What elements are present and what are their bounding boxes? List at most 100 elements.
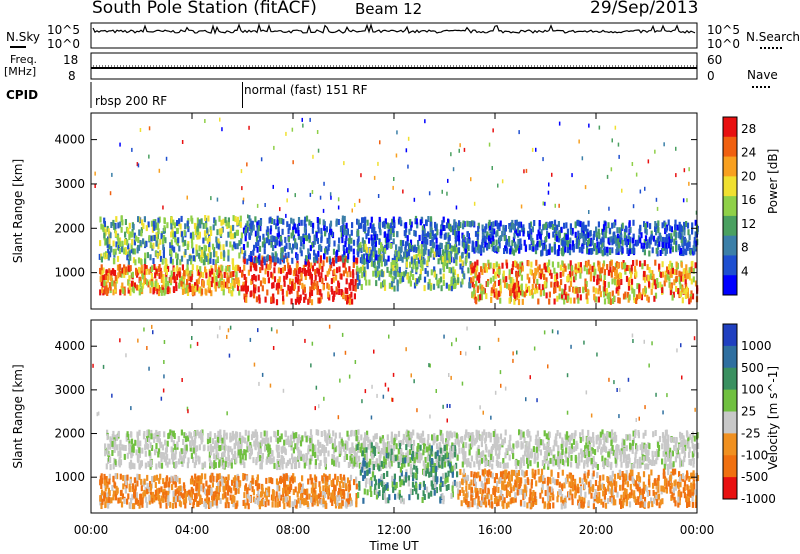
scatter-cell bbox=[289, 278, 292, 285]
scatter-cell bbox=[542, 201, 544, 206]
scatter-cell bbox=[428, 449, 431, 456]
scatter-cell bbox=[536, 278, 539, 285]
scatter-cell bbox=[138, 266, 141, 273]
scatter-cell bbox=[322, 284, 325, 291]
scatter-cell bbox=[508, 269, 511, 276]
scatter-cell bbox=[233, 279, 236, 286]
scatter-cell bbox=[273, 260, 276, 267]
scatter-cell bbox=[119, 241, 122, 248]
scatter-cell bbox=[639, 462, 642, 469]
scatter-cell bbox=[559, 264, 562, 271]
scatter-cell bbox=[393, 285, 396, 292]
scatter-cell bbox=[513, 291, 516, 298]
scatter-cell bbox=[407, 430, 410, 437]
scatter-cell bbox=[358, 198, 361, 203]
scatter-cell bbox=[151, 226, 154, 233]
scatter-cell bbox=[219, 460, 222, 467]
scatter-cell bbox=[322, 260, 325, 267]
scatter-cell bbox=[377, 258, 380, 265]
scatter-cell bbox=[413, 230, 416, 236]
scatter-cell bbox=[272, 282, 275, 289]
scatter-cell bbox=[370, 254, 373, 261]
scatter-cell bbox=[498, 235, 501, 242]
scatter-cell bbox=[515, 275, 518, 282]
scatter-cell bbox=[186, 267, 189, 274]
scatter-cell bbox=[214, 462, 217, 469]
scatter-cell bbox=[174, 448, 177, 455]
scatter-cell bbox=[224, 461, 227, 468]
scatter-cell bbox=[304, 216, 307, 223]
scatter-cell bbox=[409, 436, 413, 443]
scatter-cell bbox=[155, 240, 158, 247]
scatter-cell bbox=[311, 265, 315, 272]
scatter-cell bbox=[576, 219, 579, 226]
scatter-cell bbox=[244, 454, 247, 461]
scatter-cell bbox=[168, 287, 171, 294]
scatter-cell bbox=[280, 253, 283, 259]
scatter-cell bbox=[495, 231, 498, 238]
scatter-cell bbox=[582, 435, 585, 442]
scatter-cell bbox=[638, 284, 641, 291]
scatter-cell bbox=[481, 434, 484, 441]
scatter-cell bbox=[667, 242, 670, 249]
scatter-cell bbox=[222, 218, 225, 225]
scatter-cell bbox=[123, 264, 126, 271]
scatter-cell bbox=[553, 267, 556, 274]
scatter-cell bbox=[230, 271, 233, 278]
scatter-cell bbox=[184, 287, 187, 294]
scatter-cell bbox=[198, 431, 201, 438]
scatter-cell bbox=[238, 252, 241, 259]
scatter-cell bbox=[447, 440, 450, 446]
scatter-cell bbox=[512, 443, 515, 450]
scatter-cell bbox=[150, 235, 153, 242]
scatter-cell bbox=[610, 437, 613, 444]
scatter-cell bbox=[458, 239, 461, 246]
scatter-cell bbox=[234, 243, 237, 250]
scatter-cell bbox=[473, 283, 476, 290]
scatter-cell bbox=[413, 197, 416, 202]
scatter-cell bbox=[356, 265, 359, 272]
scatter-cell bbox=[461, 267, 464, 274]
scatter-cell bbox=[649, 236, 652, 243]
scatter-cell bbox=[323, 253, 326, 260]
scatter-cell bbox=[103, 232, 106, 239]
scatter-cell bbox=[182, 273, 185, 280]
scatter-cell bbox=[374, 266, 377, 273]
scatter-cell bbox=[592, 234, 595, 240]
scatter-cell bbox=[464, 244, 467, 251]
scatter-cell bbox=[257, 451, 260, 458]
scatter-cell bbox=[127, 243, 130, 250]
scatter-cell bbox=[118, 459, 121, 466]
scatter-cell bbox=[229, 227, 233, 234]
scatter-cell bbox=[320, 272, 323, 279]
scatter-cell bbox=[148, 268, 151, 275]
scatter-cell bbox=[561, 292, 564, 299]
scatter-cell bbox=[284, 449, 287, 456]
scatter-cell bbox=[688, 234, 691, 241]
scatter-cell bbox=[639, 444, 642, 451]
scatter-cell bbox=[379, 229, 382, 236]
scatter-cell bbox=[411, 266, 414, 273]
scatter-cell bbox=[364, 442, 367, 449]
scatter-cell bbox=[222, 459, 225, 466]
scatter-cell bbox=[265, 263, 268, 270]
scatter-cell bbox=[603, 274, 606, 280]
scatter-cell bbox=[661, 287, 664, 294]
scatter-cell bbox=[269, 458, 272, 465]
scatter-cell bbox=[573, 287, 576, 294]
scatter-cell bbox=[329, 220, 333, 227]
scatter-cell bbox=[137, 284, 140, 291]
scatter-cell bbox=[570, 443, 573, 450]
scatter-cell bbox=[386, 434, 389, 441]
scatter-cell bbox=[585, 281, 588, 287]
scatter-cell bbox=[177, 436, 180, 442]
scatter-cell bbox=[368, 237, 371, 244]
scatter-cell bbox=[545, 281, 548, 288]
scatter-cell bbox=[372, 435, 375, 442]
scatter-cell bbox=[149, 242, 152, 249]
scatter-cell bbox=[311, 227, 314, 234]
scatter-cell bbox=[497, 222, 501, 229]
scatter-cell bbox=[479, 452, 482, 459]
scatter-cell bbox=[191, 242, 194, 249]
scatter-cell bbox=[253, 257, 256, 264]
